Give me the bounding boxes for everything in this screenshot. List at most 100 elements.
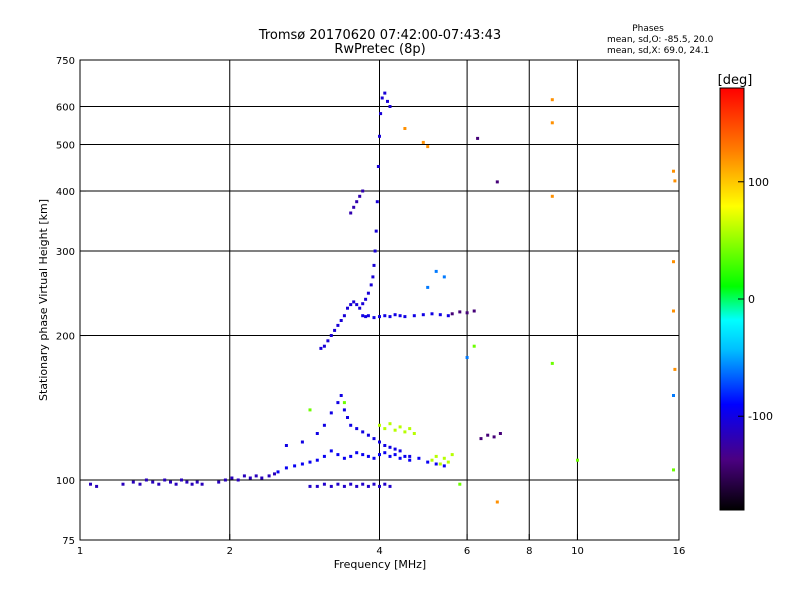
data-point	[248, 476, 252, 480]
x-tick-label: 1	[77, 546, 83, 557]
data-point	[446, 460, 450, 464]
colorbar-label: [deg]	[718, 73, 753, 88]
data-point	[366, 314, 370, 318]
chart-title: Tromsø 20170620 07:42:00-07:43:43	[258, 28, 501, 43]
data-point	[426, 460, 430, 464]
data-point	[426, 145, 430, 149]
data-point	[223, 478, 227, 482]
data-point	[315, 458, 319, 462]
data-point	[361, 302, 365, 306]
data-point	[426, 285, 430, 289]
data-point	[379, 112, 383, 116]
data-point	[672, 309, 675, 313]
data-point	[550, 121, 554, 125]
x-tick-label: 6	[464, 546, 470, 557]
data-point	[458, 482, 462, 486]
data-point	[366, 454, 370, 458]
y-tick-label: 100	[56, 476, 75, 487]
data-point	[284, 466, 288, 470]
data-point	[486, 433, 490, 437]
data-point	[174, 482, 178, 486]
data-point	[438, 313, 442, 317]
data-point	[472, 344, 476, 348]
data-point	[434, 454, 438, 458]
stats-line-x: mean, sd,X: 69.0, 24.1	[607, 46, 709, 56]
data-point	[131, 480, 135, 484]
data-point	[398, 314, 402, 318]
data-point	[355, 484, 359, 488]
x-axis-label: Frequency [MHz]	[334, 558, 426, 571]
data-point	[421, 140, 425, 144]
data-point	[672, 394, 675, 397]
data-point	[673, 367, 677, 371]
data-point	[276, 470, 280, 474]
data-point	[398, 456, 402, 460]
y-tick-label: 200	[56, 332, 75, 343]
data-point	[376, 165, 380, 168]
data-point	[366, 291, 370, 295]
data-point	[408, 454, 412, 458]
data-point	[336, 453, 340, 457]
data-point	[372, 263, 376, 267]
data-point	[398, 425, 402, 429]
data-point	[446, 314, 450, 318]
x-tick-label: 8	[526, 546, 532, 557]
data-point	[472, 309, 476, 313]
data-point	[408, 458, 412, 462]
stats-heading: Phases	[632, 24, 664, 34]
data-point	[349, 454, 353, 458]
data-point	[95, 484, 99, 488]
data-point	[450, 312, 454, 316]
data-point	[434, 462, 438, 466]
data-point	[393, 428, 397, 432]
data-point	[412, 432, 416, 435]
data-point	[465, 311, 469, 315]
data-point	[260, 476, 264, 480]
data-point	[450, 453, 454, 457]
data-point	[386, 99, 389, 103]
data-point	[430, 458, 434, 462]
data-point	[361, 482, 365, 486]
data-point	[388, 315, 392, 319]
data-point	[372, 316, 376, 320]
data-point	[375, 200, 379, 204]
data-point	[372, 437, 376, 441]
data-point	[492, 435, 496, 439]
data-point	[336, 482, 340, 486]
data-point	[672, 260, 675, 264]
data-point	[378, 440, 381, 444]
data-point	[476, 136, 480, 140]
data-point	[498, 432, 502, 435]
data-point	[300, 462, 304, 466]
data-point	[349, 482, 353, 486]
x-axis-ticks: 1 2 4 6 8 10 16	[77, 534, 685, 557]
colorbar-tick-label: -100	[748, 410, 773, 423]
data-point	[673, 179, 677, 183]
data-point	[230, 476, 234, 480]
data-point	[89, 482, 92, 486]
y-tick-label: 500	[56, 141, 75, 152]
data-point	[267, 474, 271, 478]
data-point	[361, 430, 365, 434]
data-point	[333, 328, 337, 332]
data-point	[346, 306, 349, 310]
data-point	[393, 453, 397, 457]
data-point	[495, 500, 499, 504]
data-point	[408, 427, 412, 431]
data-point	[254, 474, 258, 478]
data-point	[371, 275, 375, 279]
data-point	[322, 344, 326, 348]
data-point	[315, 484, 319, 488]
data-point	[576, 458, 579, 462]
data-point	[442, 275, 446, 279]
data-point	[195, 480, 199, 484]
y-axis-ticks: 75 100 200 300 400 500 600 750	[56, 56, 86, 547]
colorbar-tick-label: 0	[748, 293, 755, 306]
chart-subtitle: RwPretec (8p)	[334, 42, 425, 57]
data-point	[458, 310, 462, 314]
data-point	[358, 306, 362, 310]
x-tick-label: 10	[571, 546, 584, 557]
data-point	[383, 444, 387, 447]
data-point	[329, 411, 333, 415]
